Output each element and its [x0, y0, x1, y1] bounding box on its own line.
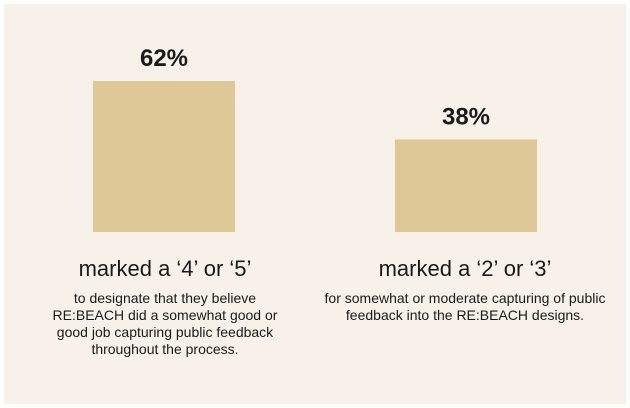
category-description-1: to designate that they believe RE:BEACH … [52, 290, 278, 357]
value-labels-group: 62% 38% [140, 45, 490, 130]
category-label-1: marked a ‘4’ or ‘5’ [78, 256, 252, 281]
bar-2 [395, 139, 537, 232]
bar-1 [93, 81, 235, 232]
bars-group [93, 81, 537, 232]
caption-group-1: marked a ‘4’ or ‘5’ to designate that th… [40, 256, 290, 358]
value-label-2: 38% [442, 103, 490, 130]
category-description-2: for somewhat or moderate capturing of pu… [324, 290, 606, 323]
category-label-2: marked a ‘2’ or ‘3’ [378, 256, 552, 281]
caption-group-2: marked a ‘2’ or ‘3’ for somewhat or mode… [320, 256, 610, 324]
value-label-1: 62% [140, 45, 188, 72]
